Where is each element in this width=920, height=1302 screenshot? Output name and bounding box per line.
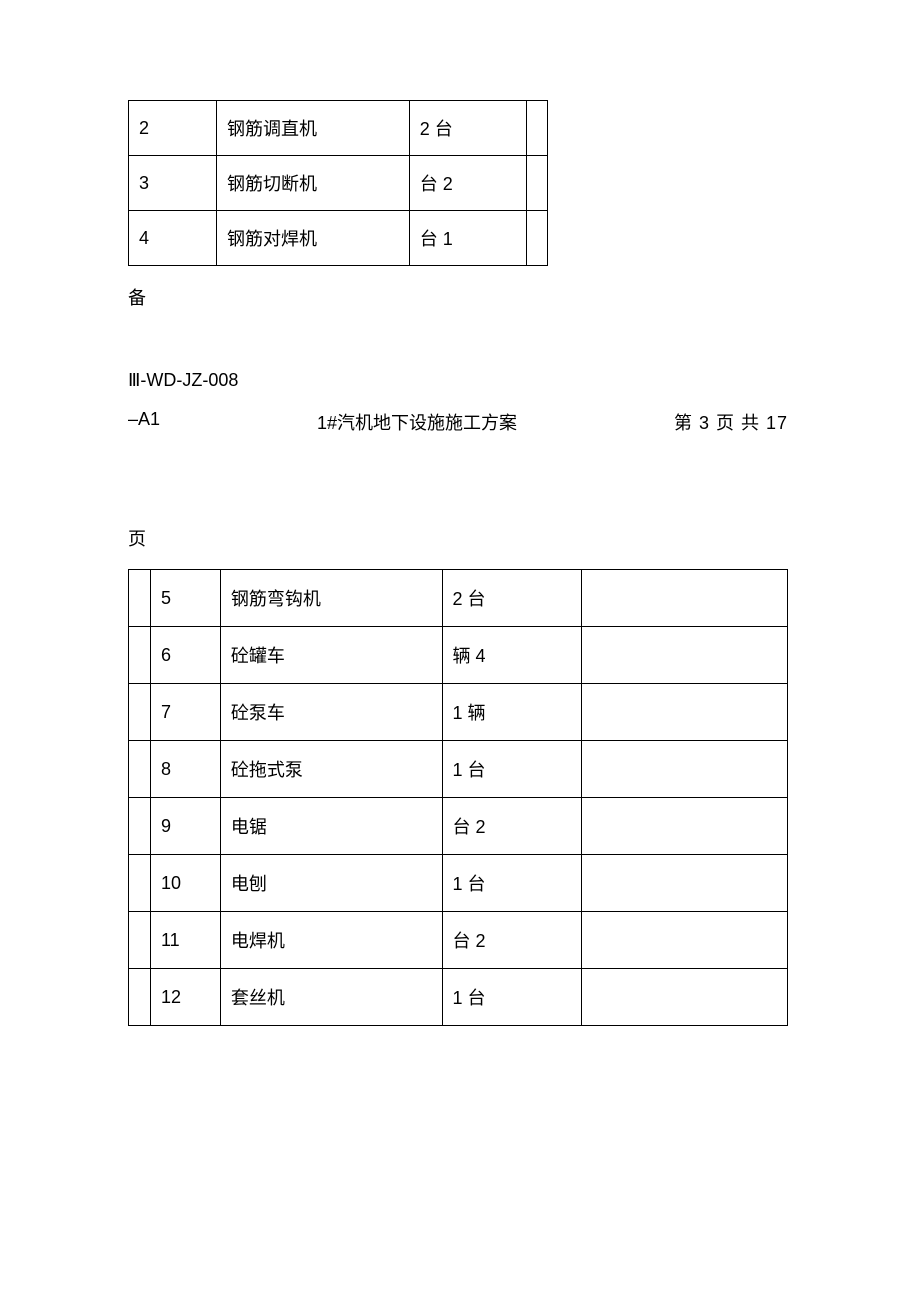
table-row: 7 砼泵车 1 辆 <box>129 684 788 741</box>
equipment-table-1: 2 钢筋调直机 2 台 3 钢筋切断机 台 2 4 钢筋对焊机 台 1 <box>128 100 548 266</box>
cell-qty: 1 辆 <box>442 684 582 741</box>
cell-empty <box>526 101 547 156</box>
cell-qty: 台 1 <box>409 211 526 266</box>
cell-qty: 辆 4 <box>442 627 582 684</box>
table-row: 3 钢筋切断机 台 2 <box>129 156 548 211</box>
cell-empty <box>582 627 788 684</box>
header-right: 第 3 页 共 17 <box>674 409 788 435</box>
cell-empty <box>129 741 151 798</box>
cell-num: 8 <box>150 741 220 798</box>
cell-empty <box>129 798 151 855</box>
cell-num: 5 <box>150 570 220 627</box>
cell-empty <box>129 912 151 969</box>
header-center: 1#汽机地下设施施工方案 <box>317 409 517 435</box>
cell-qty: 台 2 <box>442 912 582 969</box>
cell-name: 电锯 <box>220 798 442 855</box>
cell-num: 10 <box>150 855 220 912</box>
table-row: 4 钢筋对焊机 台 1 <box>129 211 548 266</box>
header-left: –A1 <box>128 409 160 435</box>
cell-empty <box>582 741 788 798</box>
cell-num: 12 <box>150 969 220 1026</box>
cell-empty <box>526 156 547 211</box>
cell-name: 钢筋切断机 <box>217 156 410 211</box>
cell-num: 3 <box>129 156 217 211</box>
cell-num: 9 <box>150 798 220 855</box>
table-row: 12 套丝机 1 台 <box>129 969 788 1026</box>
cell-name: 砼罐车 <box>220 627 442 684</box>
cell-name: 钢筋弯钩机 <box>220 570 442 627</box>
cell-name: 电焊机 <box>220 912 442 969</box>
cell-empty <box>129 570 151 627</box>
loose-text-page: 页 <box>128 525 792 551</box>
cell-qty: 1 台 <box>442 855 582 912</box>
cell-name: 电刨 <box>220 855 442 912</box>
cell-empty <box>582 969 788 1026</box>
cell-name: 砼泵车 <box>220 684 442 741</box>
page-header-line: –A1 1#汽机地下设施施工方案 第 3 页 共 17 <box>128 409 788 435</box>
cell-empty <box>129 969 151 1026</box>
cell-empty <box>129 684 151 741</box>
cell-name: 套丝机 <box>220 969 442 1026</box>
cell-num: 6 <box>150 627 220 684</box>
table-row: 8 砼拖式泵 1 台 <box>129 741 788 798</box>
cell-name: 砼拖式泵 <box>220 741 442 798</box>
table-row: 11 电焊机 台 2 <box>129 912 788 969</box>
cell-empty <box>129 855 151 912</box>
table-row: 10 电刨 1 台 <box>129 855 788 912</box>
document-code: Ⅲ-WD-JZ-008 <box>128 370 792 391</box>
cell-empty <box>582 798 788 855</box>
cell-empty <box>129 627 151 684</box>
cell-name: 钢筋调直机 <box>217 101 410 156</box>
loose-text-bei: 备 <box>128 284 792 310</box>
table-row: 2 钢筋调直机 2 台 <box>129 101 548 156</box>
table-row: 6 砼罐车 辆 4 <box>129 627 788 684</box>
cell-qty: 2 台 <box>442 570 582 627</box>
cell-num: 7 <box>150 684 220 741</box>
equipment-table-2: 5 钢筋弯钩机 2 台 6 砼罐车 辆 4 7 砼泵车 1 辆 8 砼拖式泵 1… <box>128 569 788 1026</box>
table-row: 9 电锯 台 2 <box>129 798 788 855</box>
cell-qty: 台 2 <box>409 156 526 211</box>
cell-num: 11 <box>150 912 220 969</box>
cell-empty <box>582 570 788 627</box>
cell-qty: 1 台 <box>442 969 582 1026</box>
cell-qty: 2 台 <box>409 101 526 156</box>
cell-num: 4 <box>129 211 217 266</box>
cell-num: 2 <box>129 101 217 156</box>
cell-empty <box>526 211 547 266</box>
cell-qty: 台 2 <box>442 798 582 855</box>
table-row: 5 钢筋弯钩机 2 台 <box>129 570 788 627</box>
cell-name: 钢筋对焊机 <box>217 211 410 266</box>
cell-qty: 1 台 <box>442 741 582 798</box>
cell-empty <box>582 912 788 969</box>
cell-empty <box>582 855 788 912</box>
cell-empty <box>582 684 788 741</box>
